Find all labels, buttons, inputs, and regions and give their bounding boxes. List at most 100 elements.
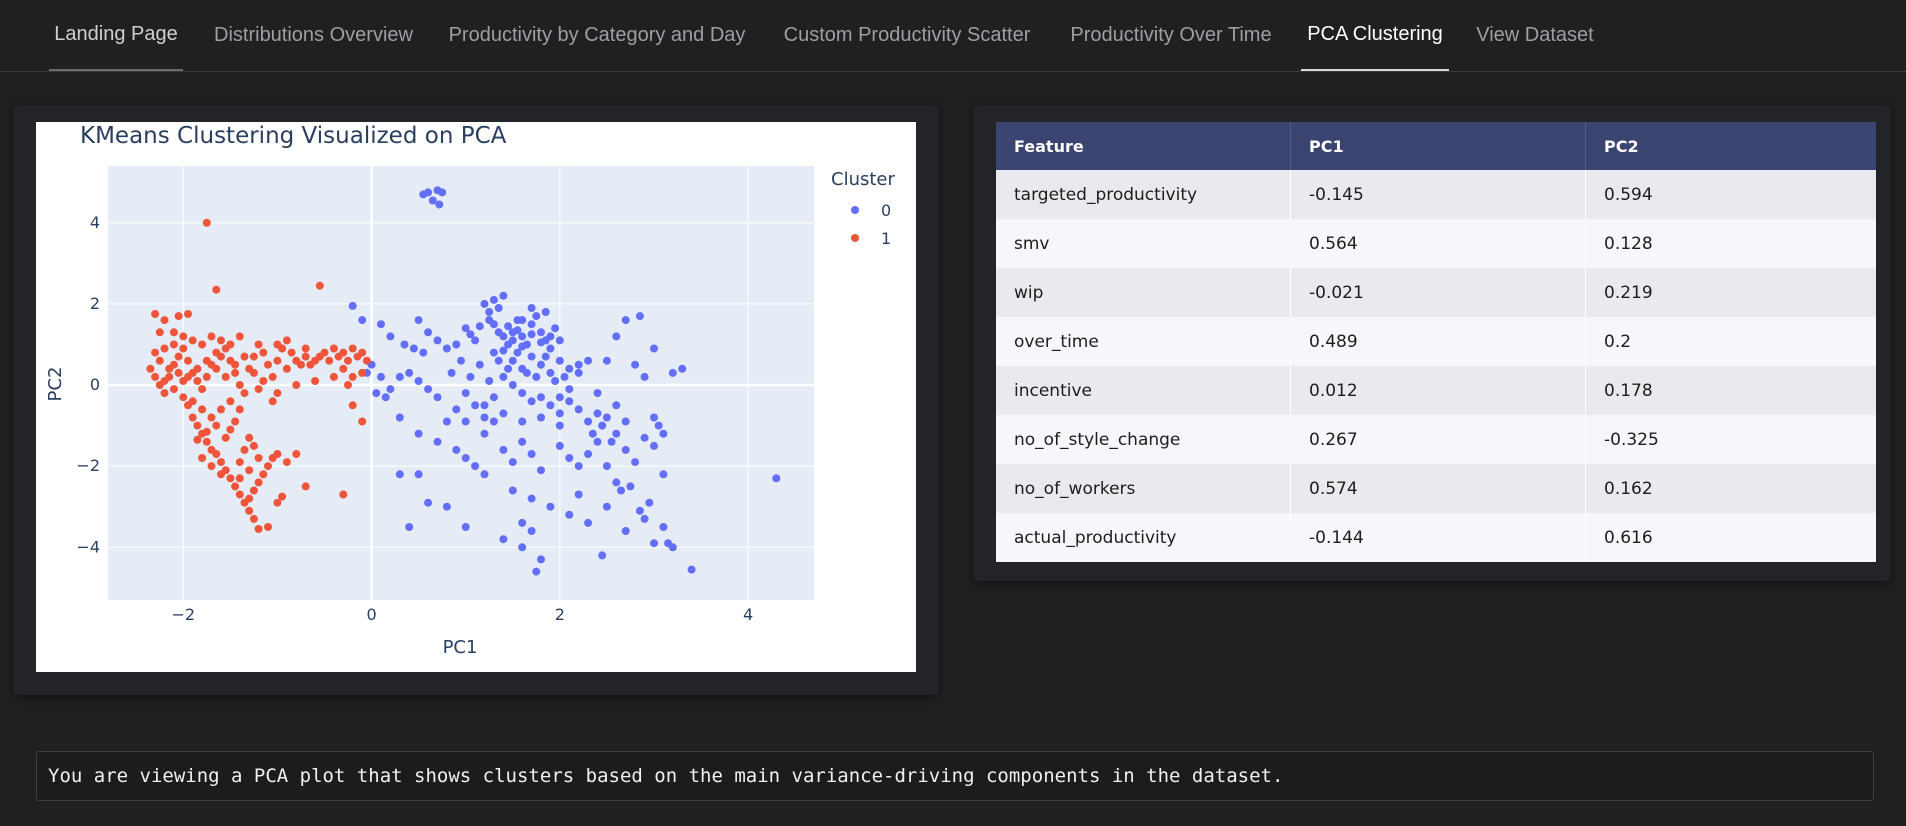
- scatter-point-cluster-0[interactable]: [508, 336, 517, 345]
- scatter-point-cluster-0[interactable]: [650, 413, 658, 422]
- scatter-point-cluster-1[interactable]: [193, 421, 202, 430]
- scatter-point-cluster-0[interactable]: [635, 312, 644, 321]
- scatter-point-cluster-0[interactable]: [489, 348, 498, 357]
- scatter-point-cluster-0[interactable]: [513, 348, 522, 357]
- scatter-point-cluster-1[interactable]: [231, 417, 240, 426]
- scatter-point-cluster-0[interactable]: [588, 429, 597, 438]
- pca-scatter-plot[interactable]: KMeans Clustering Visualized on PCA −2 0 2…: [36, 122, 916, 672]
- scatter-point-cluster-1[interactable]: [259, 348, 268, 357]
- scatter-point-cluster-0[interactable]: [574, 360, 583, 369]
- scatter-point-cluster-1[interactable]: [179, 332, 188, 341]
- scatter-point-cluster-0[interactable]: [565, 385, 574, 394]
- scatter-point-cluster-1[interactable]: [202, 372, 211, 381]
- scatter-point-cluster-0[interactable]: [438, 188, 447, 197]
- scatter-point-cluster-0[interactable]: [433, 336, 442, 345]
- scatter-point-cluster-0[interactable]: [640, 433, 649, 442]
- scatter-point-cluster-0[interactable]: [593, 437, 602, 446]
- scatter-point-cluster-1[interactable]: [188, 397, 197, 406]
- scatter-point-cluster-0[interactable]: [442, 417, 451, 426]
- scatter-point-cluster-0[interactable]: [602, 356, 611, 365]
- scatter-point-cluster-0[interactable]: [499, 291, 508, 300]
- scatter-point-cluster-0[interactable]: [405, 368, 414, 377]
- tab-productivity-over-time[interactable]: Productivity Over Time: [1070, 23, 1272, 46]
- scatter-point-cluster-0[interactable]: [541, 352, 550, 361]
- scatter-points[interactable]: [146, 186, 781, 576]
- scatter-point-cluster-1[interactable]: [254, 525, 263, 533]
- scatter-point-cluster-1[interactable]: [329, 344, 338, 353]
- scatter-point-cluster-0[interactable]: [471, 462, 480, 471]
- scatter-point-cluster-0[interactable]: [541, 308, 550, 316]
- scatter-point-cluster-1[interactable]: [174, 312, 183, 321]
- scatter-point-cluster-1[interactable]: [165, 364, 174, 373]
- scatter-point-cluster-1[interactable]: [301, 344, 310, 353]
- scatter-point-cluster-0[interactable]: [499, 535, 508, 544]
- tab-pca-clustering[interactable]: PCA Clustering: [1301, 0, 1449, 71]
- scatter-point-cluster-1[interactable]: [217, 458, 225, 467]
- scatter-point-cluster-0[interactable]: [518, 342, 527, 351]
- scatter-point-cluster-0[interactable]: [555, 409, 564, 418]
- scatter-point-cluster-0[interactable]: [508, 486, 517, 495]
- scatter-point-cluster-0[interactable]: [414, 377, 423, 385]
- scatter-point-cluster-0[interactable]: [621, 417, 630, 426]
- scatter-point-cluster-1[interactable]: [358, 368, 367, 377]
- scatter-point-cluster-0[interactable]: [508, 458, 517, 467]
- scatter-point-cluster-1[interactable]: [358, 348, 367, 357]
- scatter-point-cluster-0[interactable]: [626, 482, 635, 491]
- scatter-point-cluster-0[interactable]: [621, 316, 630, 325]
- scatter-point-cluster-1[interactable]: [160, 389, 169, 398]
- scatter-point-cluster-0[interactable]: [645, 498, 654, 507]
- scatter-point-cluster-0[interactable]: [617, 486, 625, 495]
- scatter-point-cluster-1[interactable]: [259, 470, 268, 479]
- scatter-point-cluster-0[interactable]: [372, 389, 381, 398]
- scatter-point-cluster-0[interactable]: [461, 417, 470, 426]
- scatter-point-cluster-0[interactable]: [527, 330, 536, 339]
- column-header-feature[interactable]: Feature: [996, 122, 1291, 170]
- scatter-point-cluster-1[interactable]: [221, 372, 230, 381]
- scatter-point-cluster-1[interactable]: [249, 368, 258, 377]
- scatter-point-cluster-1[interactable]: [301, 482, 310, 491]
- scatter-point-cluster-1[interactable]: [184, 372, 192, 381]
- scatter-point-cluster-0[interactable]: [461, 389, 470, 398]
- scatter-point-cluster-0[interactable]: [504, 322, 513, 331]
- scatter-point-cluster-0[interactable]: [489, 393, 498, 402]
- scatter-point-cluster-1[interactable]: [198, 454, 207, 462]
- scatter-point-cluster-0[interactable]: [480, 413, 489, 422]
- scatter-point-cluster-1[interactable]: [254, 385, 263, 394]
- tab-distributions-overview[interactable]: Distributions Overview: [214, 23, 413, 46]
- scatter-point-cluster-1[interactable]: [193, 377, 202, 385]
- scatter-point-cluster-0[interactable]: [650, 441, 658, 450]
- scatter-point-cluster-1[interactable]: [245, 494, 254, 503]
- scatter-point-cluster-0[interactable]: [565, 364, 574, 373]
- scatter-point-cluster-0[interactable]: [442, 344, 451, 353]
- scatter-point-cluster-1[interactable]: [282, 458, 291, 467]
- column-header-pc1[interactable]: PC1: [1290, 122, 1586, 170]
- legend-label-cluster-0[interactable]: 0: [881, 201, 891, 220]
- scatter-point-cluster-1[interactable]: [264, 523, 272, 531]
- scatter-point-cluster-0[interactable]: [555, 336, 564, 345]
- scatter-point-cluster-0[interactable]: [546, 332, 555, 341]
- scatter-point-cluster-0[interactable]: [452, 445, 461, 454]
- scatter-point-cluster-1[interactable]: [217, 352, 225, 361]
- scatter-point-cluster-0[interactable]: [424, 328, 433, 337]
- scatter-point-cluster-1[interactable]: [193, 435, 202, 444]
- legend[interactable]: Cluster 0 1: [831, 169, 895, 248]
- scatter-point-cluster-0[interactable]: [480, 429, 489, 438]
- scatter-point-cluster-0[interactable]: [612, 429, 621, 438]
- scatter-point-cluster-0[interactable]: [414, 470, 423, 479]
- scatter-point-cluster-1[interactable]: [362, 356, 371, 365]
- scatter-point-cluster-0[interactable]: [452, 340, 461, 349]
- scatter-point-cluster-1[interactable]: [231, 482, 240, 491]
- scatter-point-cluster-0[interactable]: [499, 372, 508, 381]
- scatter-point-cluster-0[interactable]: [480, 470, 489, 479]
- scatter-point-cluster-0[interactable]: [537, 393, 545, 402]
- scatter-point-cluster-1[interactable]: [179, 344, 188, 353]
- scatter-point-cluster-1[interactable]: [348, 344, 357, 353]
- scatter-point-cluster-1[interactable]: [160, 316, 169, 325]
- scatter-point-cluster-1[interactable]: [301, 352, 310, 361]
- scatter-point-cluster-0[interactable]: [555, 421, 564, 430]
- scatter-point-cluster-0[interactable]: [532, 567, 541, 576]
- scatter-point-cluster-0[interactable]: [527, 450, 536, 458]
- scatter-point-cluster-1[interactable]: [207, 462, 216, 471]
- scatter-point-cluster-0[interactable]: [664, 539, 673, 548]
- scatter-point-cluster-0[interactable]: [522, 368, 531, 377]
